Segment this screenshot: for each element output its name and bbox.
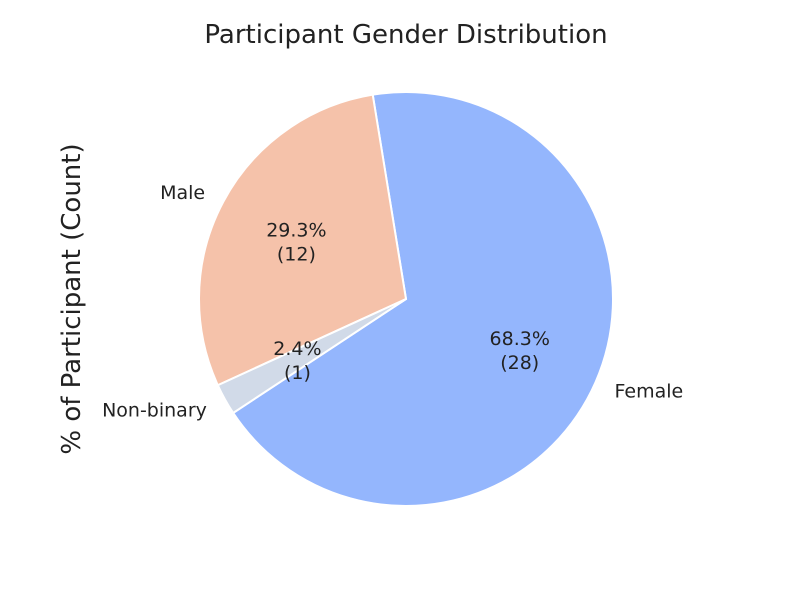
percent-label-female: 68.3%	[490, 328, 550, 350]
pie-slice-male	[198, 93, 408, 387]
y-axis-label: % of Participant (Count)	[57, 143, 87, 454]
count-label-female: (28)	[500, 352, 539, 374]
count-label-non-binary: (1)	[284, 362, 311, 384]
chart-title: Participant Gender Distribution	[204, 20, 607, 50]
percent-label-male: 29.3%	[266, 220, 326, 242]
pie-slice-non-binary	[216, 298, 407, 415]
percent-label-non-binary: 2.4%	[273, 338, 321, 360]
category-label-female: Female	[615, 380, 684, 402]
category-label-non-binary: Non-binary	[102, 399, 207, 421]
pie-slice-female	[231, 91, 614, 507]
pie-labels: Female 68.3%(28) Male 29.3%(12) Non-binary 2.…	[102, 182, 683, 422]
count-label-male: (12)	[277, 244, 316, 266]
pie-slices	[198, 91, 614, 507]
category-label-male: Male	[160, 182, 205, 204]
